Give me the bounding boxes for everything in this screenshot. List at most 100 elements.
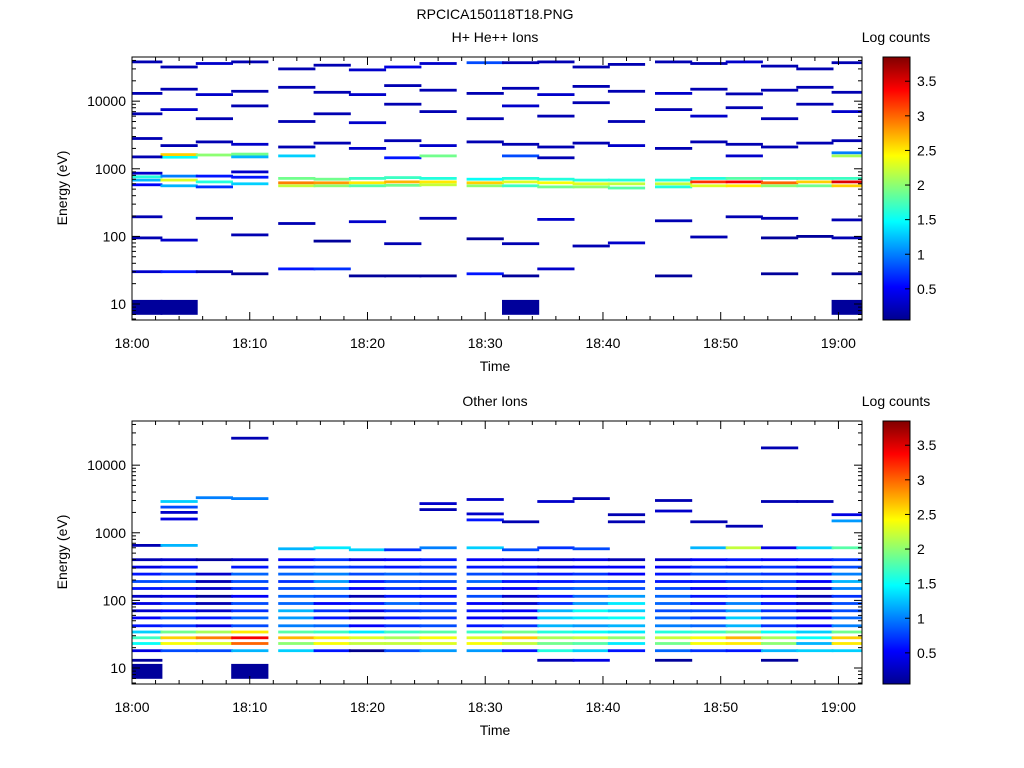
heatmap-cell: [502, 299, 540, 315]
heatmap-cell: [607, 89, 646, 93]
heatmap-cell: [466, 512, 504, 516]
heatmap-cell: [466, 181, 504, 185]
heatmap-cell: [348, 558, 387, 562]
y-tick-label: 10: [110, 660, 126, 676]
heatmap-cell: [796, 624, 834, 628]
heatmap-cell: [831, 110, 862, 113]
heatmap-cell: [231, 636, 269, 640]
heatmap-cell: [796, 500, 834, 503]
heatmap-cell: [132, 299, 163, 315]
heatmap-cell: [160, 87, 198, 91]
heatmap-cell: [831, 630, 862, 634]
heatmap-cell: [132, 565, 163, 569]
heatmap-cell: [160, 65, 198, 69]
heatmap-cell: [384, 609, 422, 613]
y-tick-label: 10000: [87, 457, 126, 473]
colorbar-tick-label: 3: [917, 108, 925, 124]
heatmap-cell: [502, 572, 540, 576]
heatmap-cell: [278, 184, 316, 188]
heatmap-cell: [831, 154, 862, 158]
heatmap-cell: [231, 152, 269, 156]
heatmap-cell: [384, 65, 422, 69]
heatmap-cell: [761, 616, 799, 620]
heatmap-cell: [761, 636, 799, 640]
heatmap-cell: [690, 114, 728, 118]
heatmap-cell: [313, 112, 351, 116]
heatmap-cell: [796, 616, 834, 620]
heatmap-cell: [132, 215, 163, 219]
heatmap-cell: [502, 580, 540, 583]
heatmap-cell: [160, 572, 198, 576]
heatmap-cell: [231, 497, 269, 500]
heatmap-cell: [537, 145, 575, 149]
heatmap-cell: [761, 609, 799, 613]
heatmap-cell: [572, 649, 610, 653]
heatmap-cell: [690, 642, 728, 645]
heatmap-cell: [796, 572, 834, 576]
heatmap-cell: [655, 60, 693, 64]
heatmap-cell: [607, 572, 646, 576]
heatmap-cell: [278, 602, 316, 605]
heatmap-cell: [419, 177, 457, 180]
heatmap-cell: [537, 642, 575, 645]
heatmap-cell: [690, 624, 728, 628]
heatmap-cell: [231, 616, 269, 620]
x-tick-label: 18:30: [468, 699, 503, 715]
heatmap-cell: [384, 624, 422, 628]
heatmap-cell: [419, 88, 457, 92]
heatmap-cell: [466, 624, 504, 628]
heatmap-cell: [160, 108, 198, 111]
heatmap-cell: [725, 609, 763, 613]
heatmap-cell: [725, 180, 763, 184]
heatmap-cell: [607, 63, 646, 66]
heatmap-cell: [725, 546, 763, 550]
heatmap-cell: [796, 565, 834, 569]
heatmap-cell: [572, 185, 610, 189]
heatmap-cell: [231, 142, 269, 146]
heatmap-cell: [831, 236, 862, 240]
x-tick-label: 19:00: [821, 335, 856, 351]
heatmap-cell: [761, 587, 799, 590]
heatmap-cell: [231, 233, 269, 237]
heatmap-cell: [831, 90, 862, 94]
heatmap-cell: [195, 153, 233, 157]
heatmap-cell: [537, 93, 575, 96]
heatmap-cell: [796, 546, 834, 550]
heatmap-cell: [231, 572, 269, 576]
heatmap-cell: [231, 175, 269, 179]
heatmap-cell: [796, 102, 834, 106]
heatmap-cell: [655, 182, 693, 186]
heatmap-cell: [348, 616, 387, 620]
heatmap-cell: [195, 93, 233, 96]
heatmap-cell: [278, 636, 316, 640]
heatmap-cell: [278, 558, 316, 562]
heatmap-cell: [384, 616, 422, 620]
heatmap-cell: [572, 580, 610, 583]
heatmap-cell: [160, 299, 198, 315]
heatmap-cell: [313, 90, 351, 94]
heatmap-cell: [195, 616, 233, 620]
heatmap-cell: [502, 602, 540, 605]
heatmap-cell: [761, 624, 799, 628]
heatmap-cell: [231, 272, 269, 276]
heatmap-cell: [761, 580, 799, 583]
heatmap-cell: [419, 216, 457, 220]
heatmap-cell: [419, 274, 457, 278]
heatmap-cell: [313, 630, 351, 634]
colorbar-tick-label: 2.5: [917, 142, 937, 158]
heatmap-cell: [313, 587, 351, 590]
heatmap-cell: [761, 446, 799, 450]
heatmap-cell: [502, 86, 540, 90]
heatmap-cell: [796, 580, 834, 583]
heatmap-cell: [132, 594, 163, 598]
heatmap-cell: [160, 517, 198, 521]
heatmap-cell: [419, 62, 457, 65]
x-axis: 18:00 18:10 18:20 18:30 18:40 18:50 19:00: [114, 421, 863, 715]
heatmap-cell: [348, 580, 387, 583]
heatmap-cell: [313, 602, 351, 605]
heatmap-cell: [572, 547, 610, 551]
heatmap-cell: [572, 85, 610, 88]
heatmap-cell: [160, 649, 198, 653]
heatmap-cell: [132, 183, 163, 187]
heatmap-cell: [725, 565, 763, 569]
